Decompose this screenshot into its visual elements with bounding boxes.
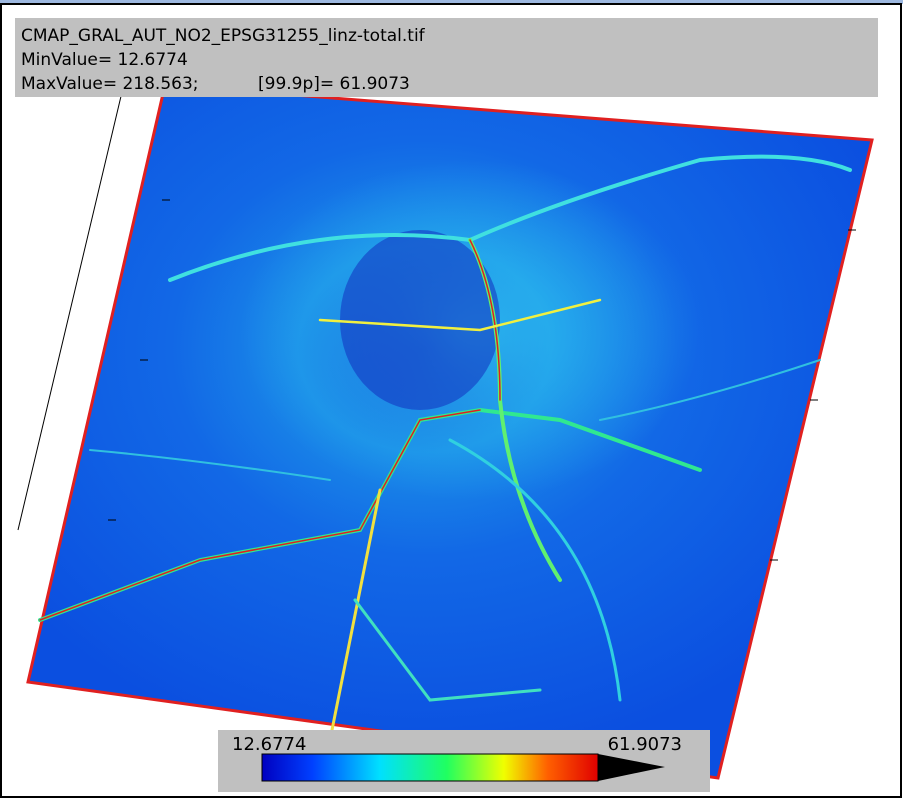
min-value: MinValue= 12.6774 [21,50,188,70]
file-name: CMAP_GRAL_AUT_NO2_EPSG31255_linz-total.t… [21,26,426,46]
colorbar-min: 12.6774 [232,734,306,755]
max-value: MaxValue= 218.563; [21,74,199,94]
colorbar-max: 61.9073 [608,734,682,755]
percentile-value: [99.9p]= 61.9073 [258,74,410,94]
page: CMAP_GRAL_AUT_NO2_EPSG31255_linz-total.t… [0,0,903,799]
map-window: CMAP_GRAL_AUT_NO2_EPSG31255_linz-total.t… [0,0,903,799]
colorbar [262,754,598,781]
